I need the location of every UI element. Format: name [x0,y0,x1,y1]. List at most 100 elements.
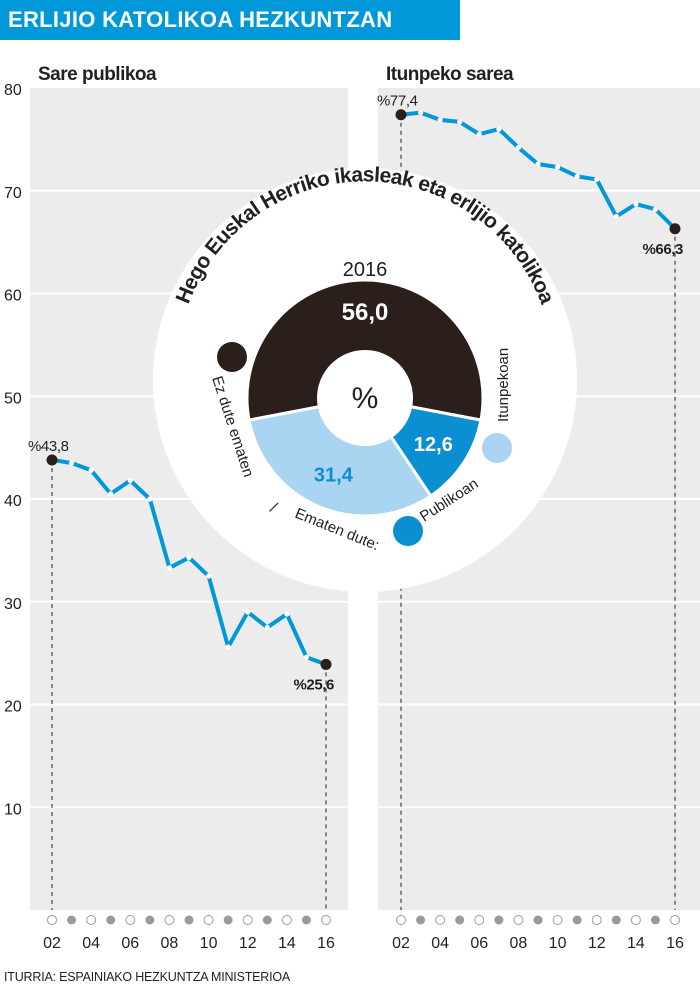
year-marker [125,915,136,925]
pie-value-label: 31,4 [314,465,354,487]
year-marker [396,915,406,925]
x-tick-label: 02 [43,935,61,952]
pie-year: 2016 [343,259,388,281]
right-panel-title: Itunpeko sarea [386,64,514,85]
data-point [166,565,173,571]
pie-value-label: 56,0 [342,299,389,326]
data-point [108,491,114,497]
x-tick-label: 10 [549,935,567,952]
pie-hole [317,350,413,446]
y-tick-label: 70 [4,185,22,202]
y-tick-label: 40 [4,493,22,510]
data-point [437,117,443,123]
x-tick-label: 16 [666,935,684,952]
data-point [535,161,541,167]
x-tick-label: 10 [200,935,218,952]
year-marker [184,915,194,925]
data-point [476,131,482,137]
y-tick-label: 50 [4,390,22,407]
year-marker [86,915,97,925]
x-tick-label: 04 [431,935,449,952]
data-point [245,609,251,615]
year-marker [630,915,641,925]
year-marker [494,915,504,925]
year-marker [203,915,214,925]
x-tick-label: 08 [161,935,179,952]
year-marker [321,915,331,925]
x-tick-label: 06 [470,935,488,952]
data-point [594,176,600,183]
year-marker [670,915,680,925]
start-value-label: %43,8 [28,438,69,455]
data-point [457,119,463,125]
y-tick-label: 10 [4,801,22,818]
title-banner: ERLIJIO KATOLIKOA HEZKUNTZAN [0,0,460,40]
data-point [225,644,231,650]
x-tick-label: 14 [627,935,645,952]
year-marker [67,915,77,925]
data-point [652,206,659,212]
x-tick-label: 14 [278,935,296,952]
year-marker [223,915,233,925]
left-panel-title: Sare publikoa [38,64,157,85]
data-point [633,201,639,207]
data-point [68,460,75,466]
year-marker [145,915,155,925]
year-marker [281,915,292,925]
data-point [515,144,522,151]
data-point [127,477,133,484]
legend-marker-ez-dute [217,342,247,372]
x-tick-label: 12 [239,935,257,952]
year-marker [164,915,175,925]
data-point [147,496,153,502]
end-value-label: %25,6 [293,676,334,693]
pie-value-label: 12,6 [414,434,453,456]
data-point [574,173,580,179]
left-x-axis: 02 04 06 08 10 12 14 16 [43,915,335,952]
data-point [264,624,270,631]
legend-label-itunpekoan: Itunpekoan [495,348,512,422]
year-marker [416,915,426,925]
data-point [417,110,424,116]
endpoint-marker [395,109,407,121]
year-marker [572,915,582,925]
y-axis-labels: 80 70 60 50 40 30 20 10 [4,82,22,818]
year-marker [301,915,311,925]
source-note: ITURRIA: ESPAINIAKO HEZKUNTZA MINISTERIO… [4,970,291,984]
x-tick-label: 04 [82,935,100,952]
year-marker [242,915,253,925]
right-line-chart: %77,4 %66,3 [377,93,683,910]
year-marker [435,915,446,925]
data-point [88,467,94,473]
pie-labels: 56,0 12,6 31,4 [314,299,453,487]
x-tick-label: 12 [588,935,606,952]
year-marker [106,915,116,925]
x-tick-label: 16 [317,935,335,952]
x-tick-label: 08 [510,935,528,952]
data-point [303,654,310,660]
pie-center-label: % [352,382,379,415]
year-marker [552,915,563,925]
page-title: ERLIJIO KATOLIKOA HEZKUNTZAN [8,7,393,32]
legend-marker-itunpekoan [482,433,512,463]
year-marker [533,915,543,925]
data-point [554,164,561,170]
data-point [613,213,619,220]
year-marker [611,915,621,925]
left-line-chart: %43,8 %25,6 [28,438,334,910]
data-point [496,126,502,132]
data-point [284,611,290,617]
pie-slice [247,396,433,518]
y-tick-label: 60 [4,288,22,305]
year-marker [455,915,465,925]
endpoint-marker [320,658,332,670]
endpoint-marker [669,223,681,235]
year-marker [262,915,272,925]
year-marker [47,915,57,925]
year-marker [474,915,485,925]
y-tick-label: 20 [4,699,22,716]
y-tick-label: 30 [4,596,22,613]
x-tick-label: 02 [392,935,410,952]
x-tick-label: 06 [121,935,139,952]
